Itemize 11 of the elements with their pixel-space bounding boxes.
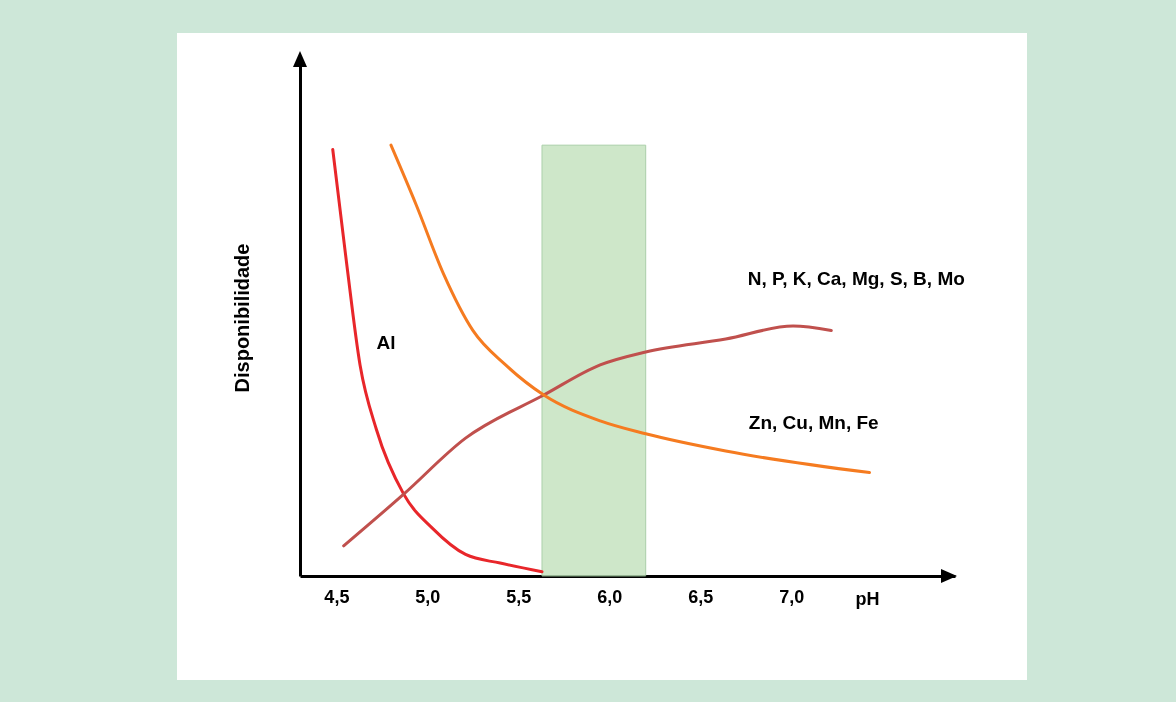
x-tick-label: 6,0 xyxy=(597,586,623,607)
series-label: Al xyxy=(376,331,396,353)
x-tick-label: 5,0 xyxy=(415,586,441,607)
text: N, P, K, Ca, Mg, S, B, Mo xyxy=(747,268,965,290)
x-tick-label: 6,5 xyxy=(688,586,714,607)
y-axis-title: Disponibilidade xyxy=(230,243,253,393)
x-tick-label: 7,0 xyxy=(779,586,805,607)
series-label: Zn, Cu, Mn, Fe xyxy=(748,412,879,434)
x-tick-label: 4,5 xyxy=(324,586,350,607)
x-axis-title: pH xyxy=(855,588,880,609)
x-tick-label: 5,5 xyxy=(506,586,532,607)
